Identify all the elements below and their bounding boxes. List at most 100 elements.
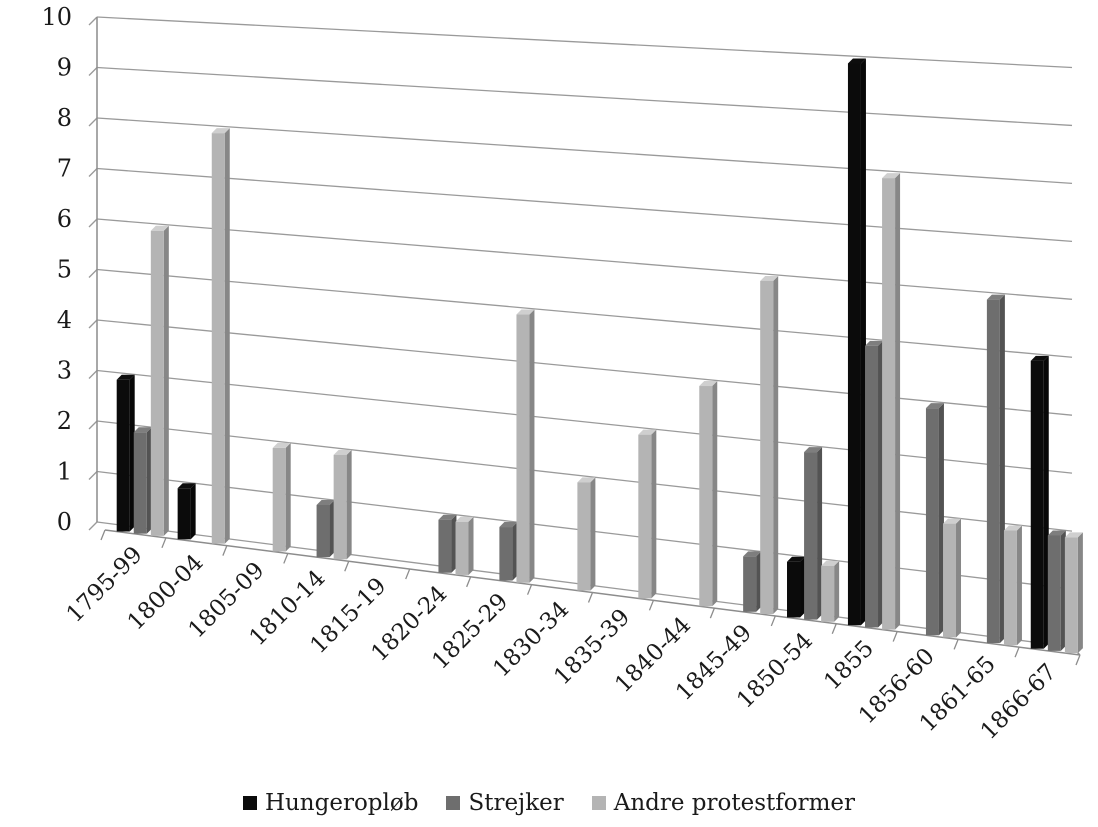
bar-top — [1030, 355, 1049, 361]
gridline — [96, 369, 1073, 474]
bar-top — [499, 522, 518, 528]
bar — [438, 514, 457, 573]
bar — [865, 340, 884, 628]
gridline-side — [88, 521, 98, 531]
bar-top — [865, 340, 884, 346]
bar-side — [346, 449, 352, 560]
bar-top — [177, 483, 196, 489]
y-tick-label: 7 — [57, 155, 72, 183]
bar-side — [329, 500, 335, 558]
bar-top — [150, 225, 169, 231]
bar — [847, 58, 866, 626]
x-tick-mark — [953, 639, 959, 650]
bar-top — [1003, 525, 1022, 531]
x-tick-mark — [1014, 646, 1020, 658]
bar-top — [847, 58, 866, 64]
legend: Hungeropløb Strejker Andre protestformer — [0, 790, 1098, 816]
bar-top — [116, 374, 135, 380]
bar — [516, 309, 535, 583]
bar — [455, 516, 474, 575]
legend-item-hungeroplob: Hungeropløb — [242, 790, 418, 816]
y-tick-label: 8 — [57, 104, 72, 132]
bar-side — [956, 518, 962, 638]
bar-top — [882, 173, 901, 179]
bar — [1064, 532, 1083, 654]
bar-side — [1060, 530, 1066, 651]
y-tick-labels: 0 1 2 3 4 5 6 7 8 9 10 — [41, 3, 72, 536]
legend-label-strejker: Strejker — [468, 790, 564, 816]
gridline — [96, 420, 1073, 532]
bar-side — [512, 522, 518, 581]
x-tick-mark — [709, 607, 715, 619]
bar-top — [577, 477, 596, 483]
bar-side — [285, 442, 291, 552]
bar-top — [760, 275, 779, 281]
bar-top — [516, 309, 535, 315]
bar-front — [986, 299, 1000, 644]
bar — [333, 449, 352, 560]
bar-side — [529, 309, 535, 583]
bar-side — [834, 560, 840, 622]
bar-side — [590, 477, 596, 591]
bar-front — [577, 482, 591, 591]
bar-front — [116, 379, 130, 532]
gridline-side — [88, 370, 98, 379]
bar — [316, 500, 335, 558]
chart: 0 1 2 3 4 5 6 7 8 9 10 1795-991800-041805-091810-1… — [41, 3, 1083, 745]
bar-front — [865, 345, 879, 628]
bar — [1047, 530, 1066, 651]
gridline — [96, 16, 1073, 69]
bar-front — [925, 408, 939, 636]
bar-front — [272, 447, 286, 552]
gridline-side — [88, 319, 98, 329]
bar-top — [638, 429, 657, 435]
y-tick-label: 10 — [41, 3, 72, 31]
bar-side — [129, 374, 135, 532]
bar — [743, 551, 762, 612]
x-tick-mark — [831, 623, 837, 634]
gridline — [96, 167, 1073, 242]
bar-front — [1030, 360, 1044, 649]
bar-side — [800, 556, 806, 618]
bar-front — [133, 432, 147, 534]
x-tick-label: 1855 — [819, 636, 879, 696]
bar-front — [804, 452, 818, 620]
y-tick-label: 4 — [57, 306, 72, 334]
bar-side — [938, 403, 944, 636]
bar — [638, 429, 657, 599]
x-tick-mark — [770, 615, 776, 627]
x-tick-mark — [892, 631, 898, 642]
bar-top — [316, 500, 335, 506]
bar — [150, 225, 169, 536]
gridline — [96, 218, 1073, 300]
x-tick-mark — [344, 561, 350, 572]
legend-label-andre-protestformer: Andre protestformer — [613, 790, 856, 816]
bar-front — [943, 523, 957, 638]
legend-swatch-strejker — [446, 796, 461, 810]
bar — [1030, 355, 1049, 649]
legend-item-andre-protestformer: Andre protestformer — [591, 790, 856, 816]
gridline-side — [88, 117, 98, 127]
bar — [133, 427, 152, 534]
bar-front — [1064, 537, 1078, 654]
bar-front — [1047, 535, 1061, 651]
bar-side — [190, 483, 196, 540]
bar-front — [882, 178, 896, 630]
bar-top — [455, 516, 474, 522]
bar-front — [211, 133, 225, 544]
bar-side — [878, 340, 884, 628]
bar-top — [211, 128, 230, 134]
gridline-side — [88, 269, 98, 278]
y-tick-label: 5 — [57, 256, 72, 284]
bar-side — [773, 275, 779, 614]
bar-front — [760, 280, 774, 614]
bar-front — [743, 556, 757, 612]
bar-side — [1043, 355, 1049, 649]
bar-front — [821, 565, 835, 622]
bar-side — [999, 294, 1005, 644]
bar-top — [943, 518, 962, 524]
gridline-side — [88, 420, 98, 430]
bar-front — [316, 505, 330, 558]
bar-top — [1047, 530, 1066, 536]
bar-top — [133, 427, 152, 433]
